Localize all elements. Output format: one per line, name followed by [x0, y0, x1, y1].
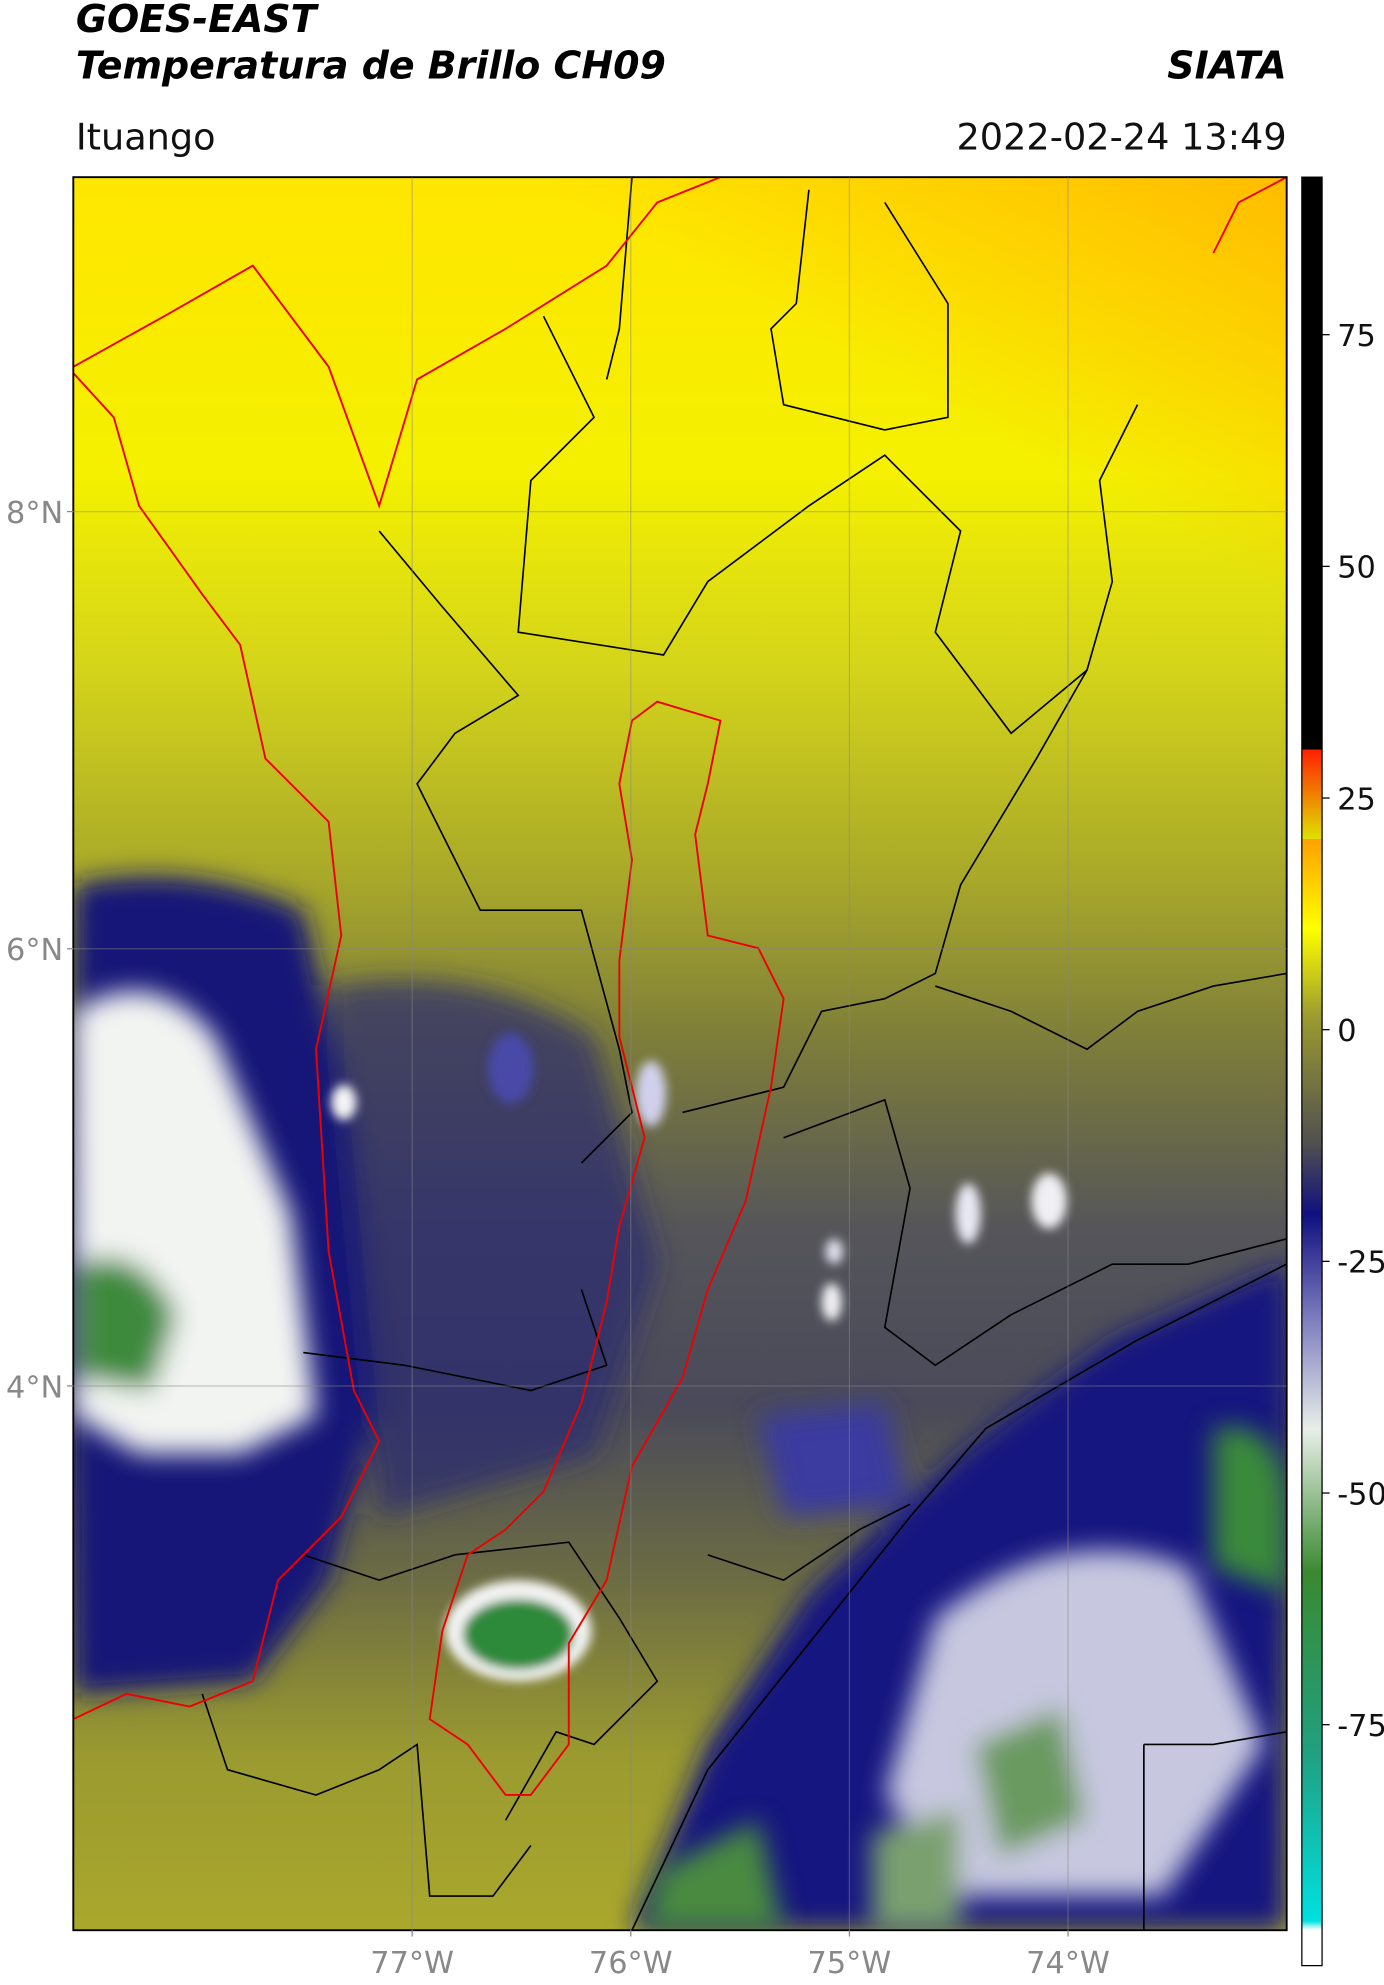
lat-tick-label: 6°N — [6, 933, 63, 968]
lon-tick-label: 74°W — [1026, 1946, 1110, 1981]
datetime: 2022-02-24 13:49 — [956, 115, 1286, 158]
region-boundaries — [73, 177, 1287, 1796]
map-frame — [72, 176, 1288, 1932]
colorbar-tick-label: 25 — [1337, 782, 1376, 817]
lat-tick-label: 8°N — [6, 496, 63, 531]
colorbar-tick-label: -75 — [1337, 1709, 1384, 1744]
colorbar-tick-label: 75 — [1337, 319, 1376, 354]
colorbar-tick-label: -25 — [1337, 1246, 1384, 1281]
satellite-image — [73, 177, 1287, 1931]
colorbar-tick-label: 50 — [1337, 551, 1376, 586]
lon-tick-label: 77°W — [370, 1946, 454, 1981]
brand: SIATA — [1167, 44, 1286, 88]
colorbar-tick-label: -50 — [1337, 1477, 1384, 1512]
colorbar — [1301, 176, 1323, 1967]
location: Ituango — [76, 115, 216, 158]
lat-tick-label: 4°N — [6, 1370, 63, 1405]
graticule: 8°N 6°N 4°N 77°W 76°W 75°W 74°W — [6, 177, 1287, 1981]
lon-tick-label: 75°W — [808, 1946, 892, 1981]
lon-tick-label: 76°W — [589, 1946, 673, 1981]
colorbar-tick-label: 0 — [1337, 1014, 1356, 1049]
title: GOES-EAST — [76, 0, 320, 41]
subtitle: Temperatura de Brillo CH09 — [76, 44, 666, 88]
admin-boundaries — [201, 177, 1287, 1931]
